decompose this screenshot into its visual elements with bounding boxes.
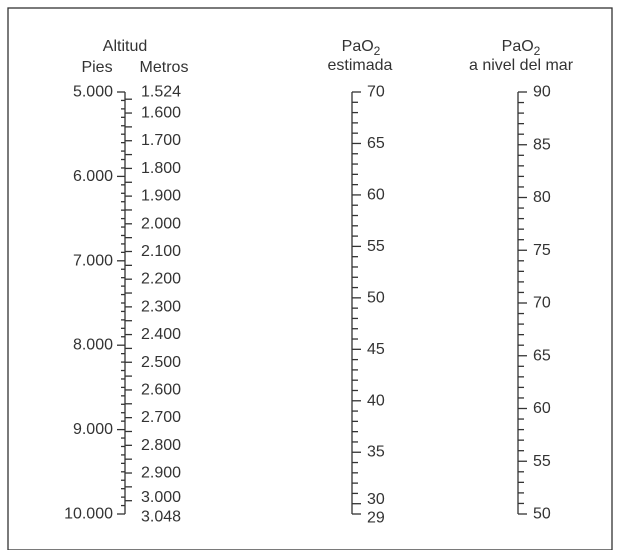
meters-tick-label: 2.300 (141, 298, 181, 315)
meters-tick-label: 2.500 (141, 354, 181, 371)
pao2-est-title-main: PaO (342, 38, 374, 55)
pao2-est-tick-label: 29 (367, 510, 385, 527)
pao2-est-tick-label: 70 (367, 84, 385, 101)
feet-tick-label: 8.000 (73, 337, 113, 354)
pao2-sea-title-sub: 2 (534, 44, 541, 58)
meters-tick-label: 2.100 (141, 243, 181, 260)
meters-tick-label: 1.800 (141, 160, 181, 177)
pao2-est-tick-label: 45 (367, 341, 385, 358)
pao2-sea-tick-label: 55 (533, 453, 551, 470)
meters-tick-label: 1.700 (141, 132, 181, 149)
pao2-sea-title-main: PaO (502, 38, 534, 55)
feet-tick-label: 10.000 (64, 506, 113, 523)
pao2-sea-tick-label: 70 (533, 295, 551, 312)
pao2-est-title: PaO2 (342, 38, 381, 58)
altitude-title: Altitud (103, 38, 147, 55)
feet-tick-label: 7.000 (73, 252, 113, 269)
nomogram-marks: 1.524 1.600 1.700 1.800 1.900 2.000 2.100 2.200… (64, 83, 551, 526)
meters-tick-label: 2.200 (141, 271, 181, 288)
pao2-est-tick-label: 60 (367, 186, 385, 203)
pao2-sea-tick-label: 90 (533, 84, 551, 101)
pao2-sea-tick-label: 60 (533, 400, 551, 417)
meters-tick-label: 3.000 (141, 489, 181, 506)
meters-tick-label: 2.700 (141, 409, 181, 426)
pao2-sea-tick-label: 85 (533, 136, 551, 153)
meters-tick-label: 2.400 (141, 326, 181, 343)
meters-tick-label: 2.000 (141, 215, 181, 232)
figure-border (7, 7, 613, 550)
pao2-sea-tick-label: 75 (533, 242, 551, 259)
feet-tick-label: 6.000 (73, 168, 113, 185)
pao2-est-tick-label: 40 (367, 392, 385, 409)
pao2-est-tick-label: 35 (367, 444, 385, 461)
pao2-est-tick-label: 30 (367, 491, 385, 508)
meters-tick-label: 1.600 (141, 105, 181, 122)
pao2-est-title-line2: estimada (328, 57, 393, 74)
pao2-est-tick-label: 55 (367, 238, 385, 255)
pao2-est-title-sub: 2 (374, 44, 381, 58)
meters-tick-label: 3.048 (141, 509, 181, 526)
meters-tick-label: 1.524 (141, 84, 181, 101)
pao2-sea-title: PaO2 (502, 38, 541, 58)
meters-tick-label: 1.900 (141, 188, 181, 205)
pao2-est-tick-label: 65 (367, 135, 385, 152)
pao2-sea-title-line2: a nivel del mar (469, 57, 574, 74)
feet-tick-label: 5.000 (73, 83, 113, 100)
pao2-sea-tick-label: 65 (533, 347, 551, 364)
pao2-sea-tick-label: 80 (533, 189, 551, 206)
feet-label: Pies (81, 59, 112, 76)
pao2-sea-tick-label: 50 (533, 506, 551, 523)
meters-tick-label: 2.900 (141, 465, 181, 482)
feet-tick-label: 9.000 (73, 421, 113, 438)
pao2-est-tick-label: 50 (367, 289, 385, 306)
meters-tick-label: 2.800 (141, 437, 181, 454)
meters-label: Metros (140, 59, 189, 76)
meters-tick-label: 2.600 (141, 381, 181, 398)
